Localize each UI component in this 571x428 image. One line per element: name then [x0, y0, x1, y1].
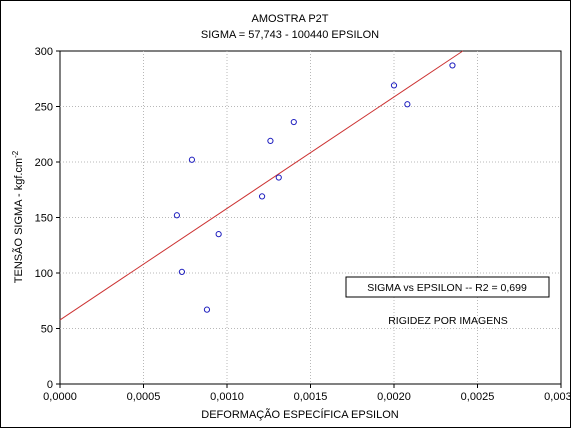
data-point	[275, 174, 282, 181]
data-point	[449, 62, 456, 69]
y-tick-label: 150	[35, 213, 53, 225]
y-axis-label-main: TENSÃO SIGMA - kgf.cm	[12, 158, 25, 283]
chart-title: AMOSTRA P2T	[251, 13, 328, 25]
y-axis: 0 50 100 150 200 250 300	[35, 46, 60, 391]
y-tick-label: 300	[35, 46, 53, 58]
y-tick-label: 200	[35, 157, 53, 169]
y-axis-label-sup: -2	[11, 150, 20, 158]
y-tick-label: 100	[35, 268, 53, 280]
data-point	[267, 137, 274, 145]
fit-line	[59, 50, 464, 321]
x-axis-label: DEFORMAÇÃO ESPECÍFICA EPSILON	[201, 408, 398, 421]
y-tick-label: 250	[35, 102, 53, 114]
x-tick-label: 0,0010	[210, 391, 244, 403]
data-point	[178, 268, 186, 275]
data-point	[203, 306, 211, 313]
data-point	[258, 193, 266, 200]
grid-lines	[60, 51, 561, 384]
data-point	[290, 118, 297, 126]
legend-text: SIGMA vs EPSILON -- R2 = 0,699	[367, 282, 527, 294]
legend-box	[345, 276, 550, 298]
chart-subtitle: SIGMA = 57,743 - 100440 EPSILON	[201, 29, 379, 41]
x-tick-label: 0,0000	[43, 391, 77, 403]
x-tick-label: 0,0015	[294, 391, 328, 403]
y-axis-label: TENSÃO SIGMA - kgf.cm-2	[11, 150, 25, 283]
data-point	[173, 212, 180, 219]
x-axis: 0,0000 0,0005 0,0010 0,0015 0,0020 0,0025 0,00…	[43, 384, 571, 403]
annotation-text: RIGIDEZ POR IMAGENS	[388, 315, 508, 327]
x-tick-label: 0,0005	[127, 391, 161, 403]
x-tick-label: 0,0025	[461, 391, 495, 403]
y-tick-label: 50	[41, 324, 53, 336]
y-tick-label: 0	[47, 379, 53, 391]
data-point	[188, 156, 196, 163]
data-point	[404, 101, 411, 108]
data-points	[173, 62, 456, 313]
data-point	[215, 231, 222, 238]
data-point	[390, 82, 398, 89]
x-tick-label: 0,0020	[377, 391, 411, 403]
fit-line-group	[59, 50, 464, 321]
